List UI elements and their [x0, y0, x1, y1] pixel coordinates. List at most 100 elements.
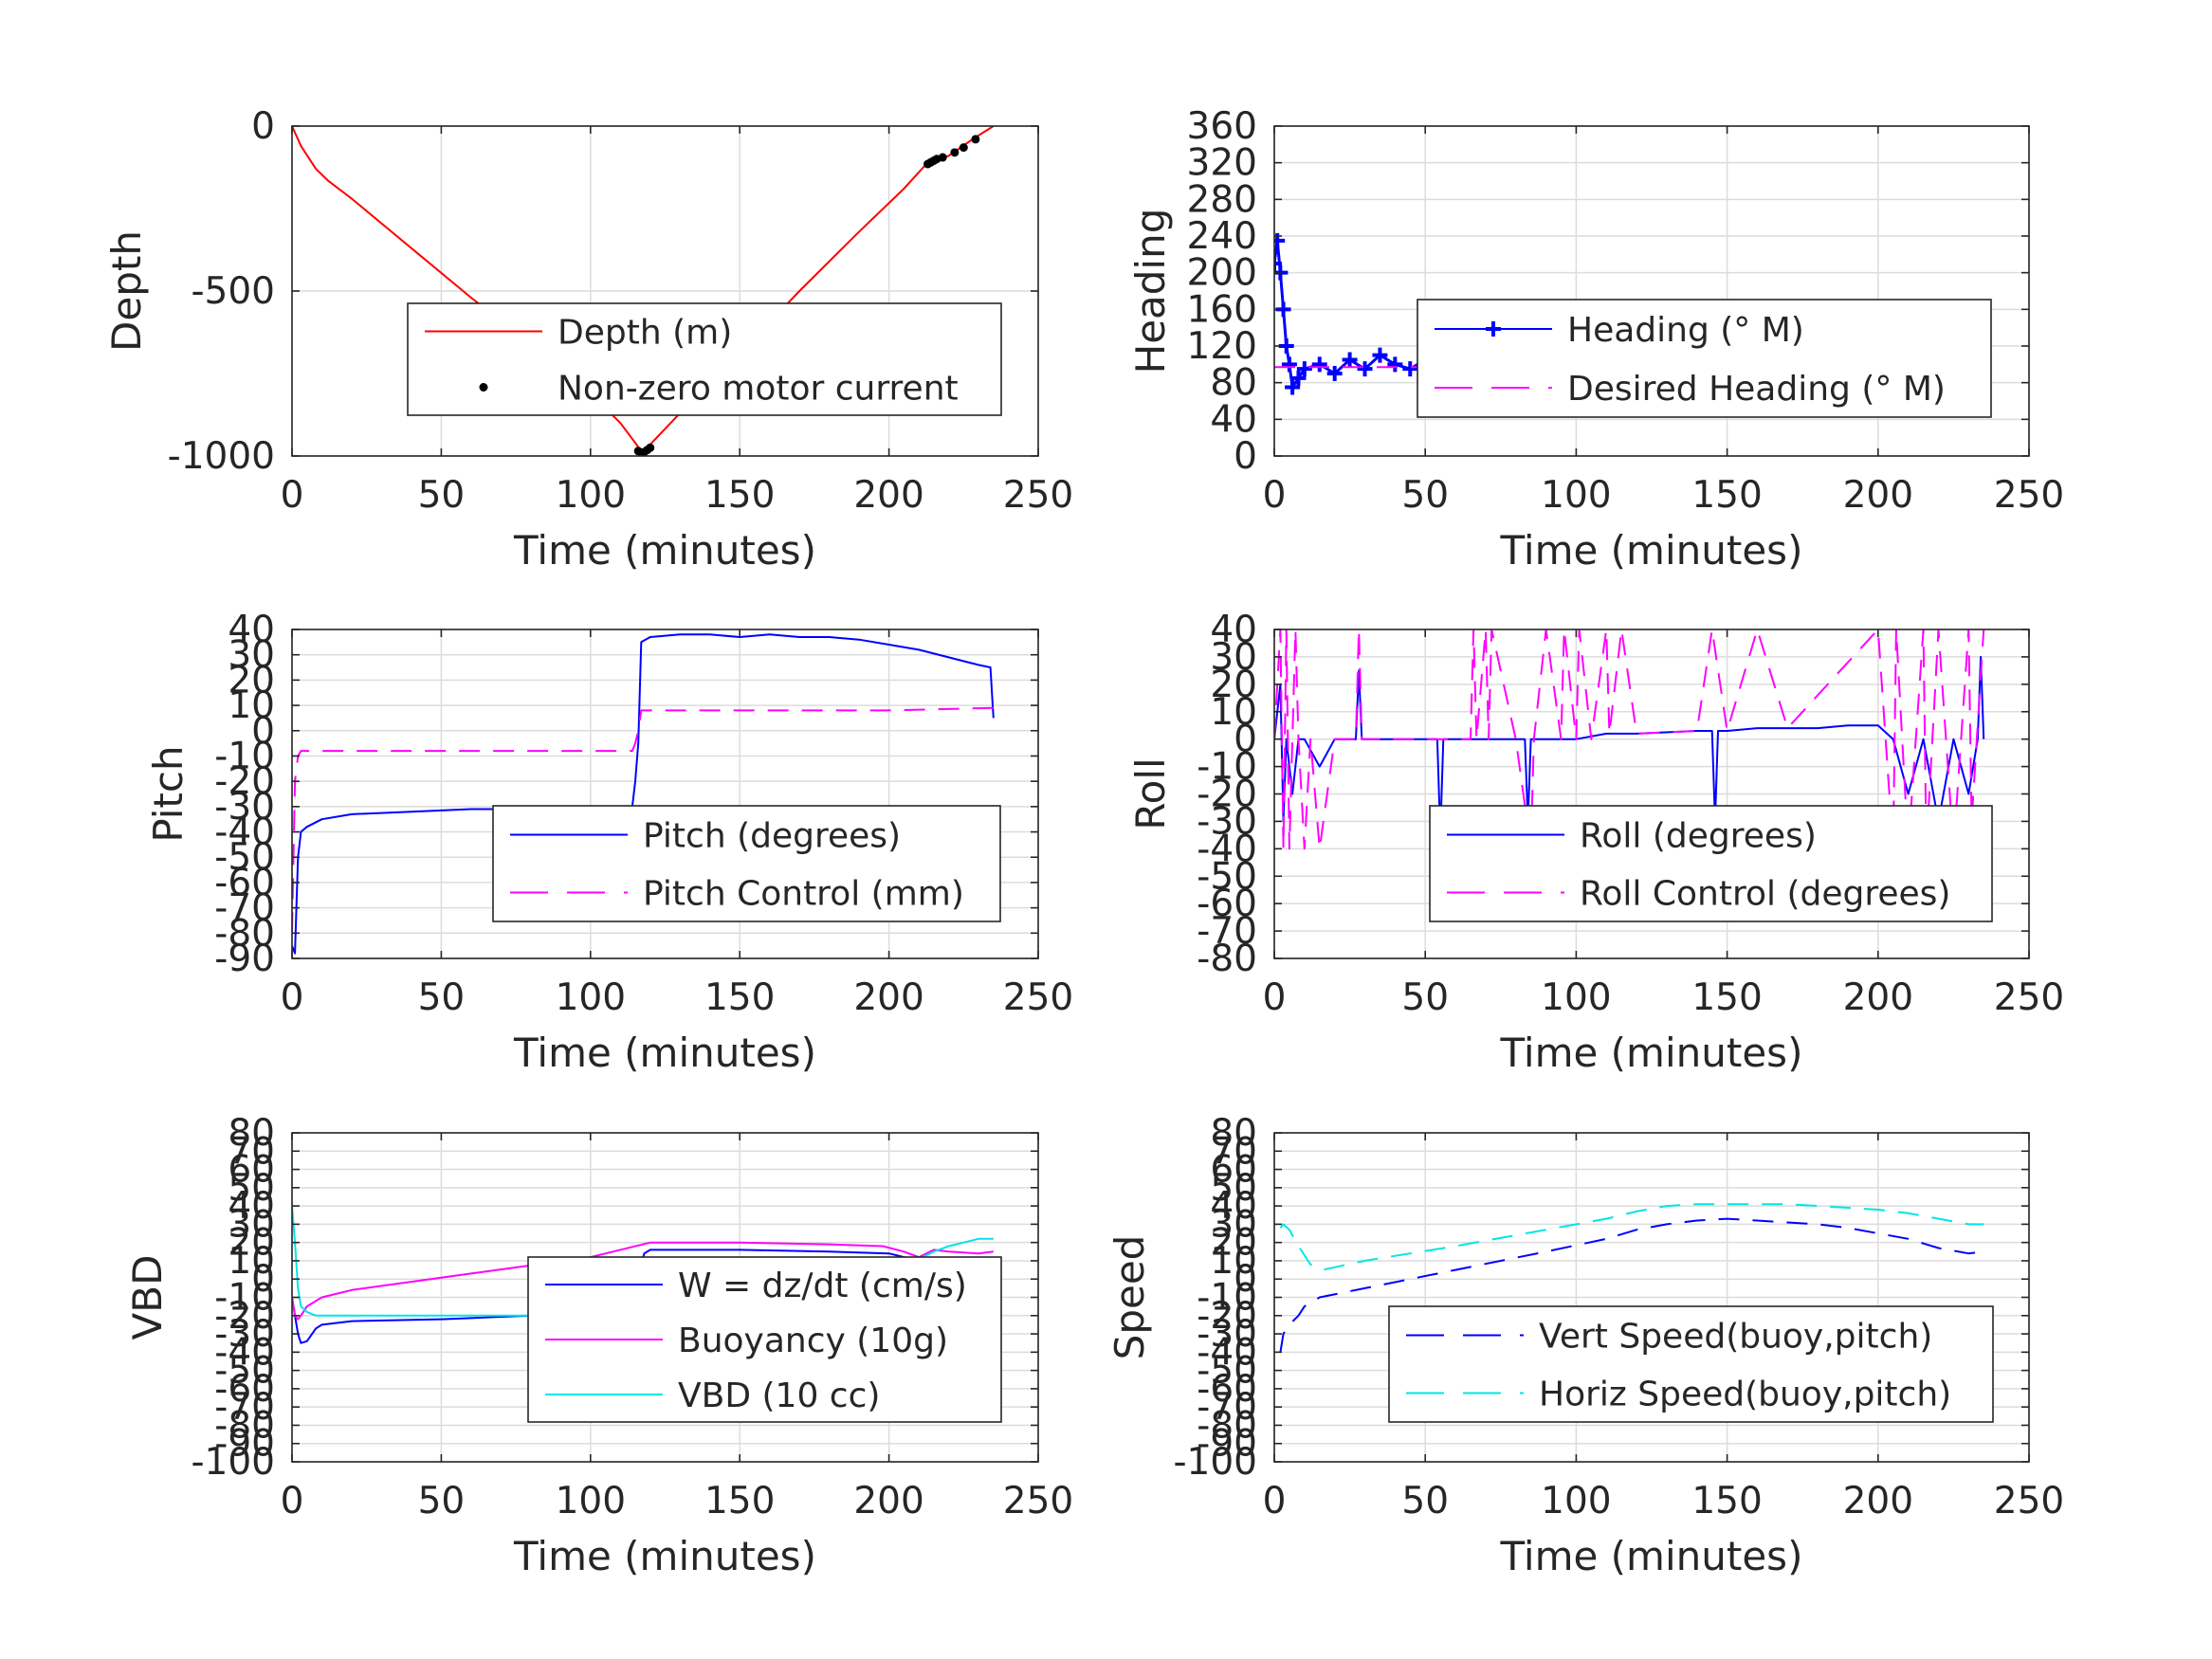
y-tick-label: 40: [228, 1185, 275, 1228]
legend-box: [1417, 299, 1992, 418]
x-tick-label: 250: [1003, 976, 1073, 1019]
y-tick-label: -80: [214, 912, 275, 955]
legend: Depth (m) Non-zero motor current: [407, 302, 1002, 416]
axes-frame: [291, 629, 1039, 959]
legend: W = dz/dt (cm/s) Buoyancy (10g) VBD (10 cc…: [527, 1256, 1002, 1423]
legend-label: Horiz Speed(buoy,pitch): [1539, 1376, 1951, 1414]
series-marker: [1372, 347, 1388, 363]
series-point: [646, 443, 655, 452]
y-axis-label: Roll: [1127, 757, 1174, 830]
series-point: [971, 135, 980, 144]
x-tick-label: 150: [704, 1480, 775, 1522]
series-marker: [1342, 352, 1358, 368]
x-tick-label: 200: [1843, 1480, 1913, 1522]
legend-label: Roll (degrees): [1580, 817, 1817, 856]
series-line-2: [292, 1241, 994, 1321]
x-tick-label: 0: [1263, 474, 1287, 517]
panel-roll: 0 50 100 150 200 250-80-70-60-50-40-30-20-100…: [1127, 609, 2064, 1076]
x-axis-label: Time (minutes): [1500, 1030, 1803, 1076]
x-tick-label: 50: [418, 976, 466, 1019]
x-tick-label: 250: [1003, 1480, 1073, 1522]
x-tick-label: 250: [1994, 976, 2064, 1019]
legend-label: Depth (m): [558, 314, 732, 353]
x-tick-label: 150: [1691, 976, 1762, 1019]
series-marker: [1357, 361, 1373, 377]
y-tick-label: 0: [1234, 435, 1257, 478]
y-tick-label: 20: [1210, 664, 1257, 706]
legend-label: Desired Heading (° M): [1567, 370, 1946, 409]
y-tick-label: -60: [1197, 1368, 1257, 1411]
x-tick-label: 0: [281, 1480, 304, 1522]
y-tick-label: -70: [1197, 1386, 1257, 1429]
x-axis-label: Time (minutes): [513, 1533, 816, 1579]
y-tick-label: -100: [1173, 1441, 1257, 1484]
x-tick-label: 250: [1994, 474, 2064, 517]
y-axis-label: Depth: [103, 230, 150, 352]
x-tick-label: 150: [704, 474, 775, 517]
legend-label: Pitch (degrees): [643, 817, 901, 856]
y-tick-label: -60: [214, 862, 275, 904]
y-tick-label: 360: [1187, 105, 1257, 148]
x-tick-label: 250: [1003, 474, 1073, 517]
legend-marker: [1486, 321, 1501, 337]
series-line-2: [292, 706, 994, 934]
panel-depth: 0 50 100 150 200 250 -1000 -500 0 Time (minutes) D…: [103, 105, 1073, 574]
series-group: [1274, 629, 1985, 850]
series-line-1: [292, 633, 995, 955]
y-tick-label: -50: [1197, 1350, 1257, 1393]
y-tick-label: -90: [1197, 1423, 1257, 1466]
series-line-1: [1279, 1217, 1984, 1353]
legend-label: Non-zero motor current: [558, 370, 959, 409]
y-tick-label: -60: [1197, 883, 1257, 925]
y-tick-label: -30: [214, 1313, 275, 1356]
y-tick-label: -70: [214, 1386, 275, 1429]
x-tick-label: 150: [1691, 1480, 1762, 1522]
y-tick-label: 20: [1210, 1222, 1257, 1265]
panel-speed: 0 50 100 150 200 250-100-90-80-70-60-50-40-30…: [1106, 1112, 2064, 1579]
y-axis-label: Pitch: [145, 745, 192, 842]
y-tick-label: 0: [251, 1258, 275, 1301]
y-tick-label: 10: [228, 1240, 275, 1283]
y-tick-label: 20: [228, 659, 275, 702]
y-tick-label: 50: [1210, 1167, 1257, 1210]
y-tick-label: -40: [1197, 1331, 1257, 1374]
series-point: [950, 148, 960, 157]
series-line-2: [1279, 1203, 1984, 1271]
y-tick-label: 30: [228, 1203, 275, 1246]
legend-label: W = dz/dt (cm/s): [678, 1267, 967, 1305]
legend: Vert Speed(buoy,pitch) Horiz Speed(buoy,p…: [1388, 1305, 1994, 1423]
legend-label: Buoyancy (10g): [678, 1322, 948, 1360]
legend-label: Heading (° M): [1567, 311, 1804, 350]
y-tick-label: -1000: [168, 435, 275, 478]
legend-box: [407, 302, 1002, 416]
legend-label: Vert Speed(buoy,pitch): [1539, 1318, 1932, 1357]
y-tick-label: 0: [1234, 1258, 1257, 1301]
y-tick-label: -30: [214, 786, 275, 829]
y-tick-label: -10: [1197, 1277, 1257, 1320]
legend-label: Roll Control (degrees): [1580, 875, 1950, 914]
series-marker: [1281, 356, 1297, 373]
y-tick-label: -40: [214, 811, 275, 854]
y-tick-label: 10: [228, 684, 275, 727]
y-tick-label: 30: [228, 634, 275, 677]
x-tick-label: 200: [1843, 976, 1913, 1019]
y-tick-label: 70: [1210, 1130, 1257, 1173]
y-tick-label: -50: [214, 1350, 275, 1393]
y-tick-label: -40: [1197, 828, 1257, 870]
x-tick-label: 100: [556, 1480, 626, 1522]
y-tick-label: -90: [214, 938, 275, 980]
x-tick-label: 50: [1401, 976, 1449, 1019]
y-tick-label: -10: [214, 735, 275, 777]
series-marker: [1326, 366, 1343, 381]
y-tick-label: -70: [214, 887, 275, 930]
series-point: [959, 143, 968, 153]
y-axis-label: Heading: [1127, 209, 1174, 374]
x-tick-label: 50: [418, 1480, 466, 1522]
legend: Heading (° M) Desired Heading (° M): [1417, 299, 1992, 418]
y-tick-label: -70: [1197, 910, 1257, 953]
x-tick-label: 200: [1843, 474, 1913, 517]
y-tick-label: -50: [1197, 855, 1257, 898]
panel-vbd: 0 50 100 150 200 250-100-90-80-70-60-50-40-30…: [124, 1112, 1073, 1579]
y-tick-label: 120: [1187, 325, 1257, 368]
